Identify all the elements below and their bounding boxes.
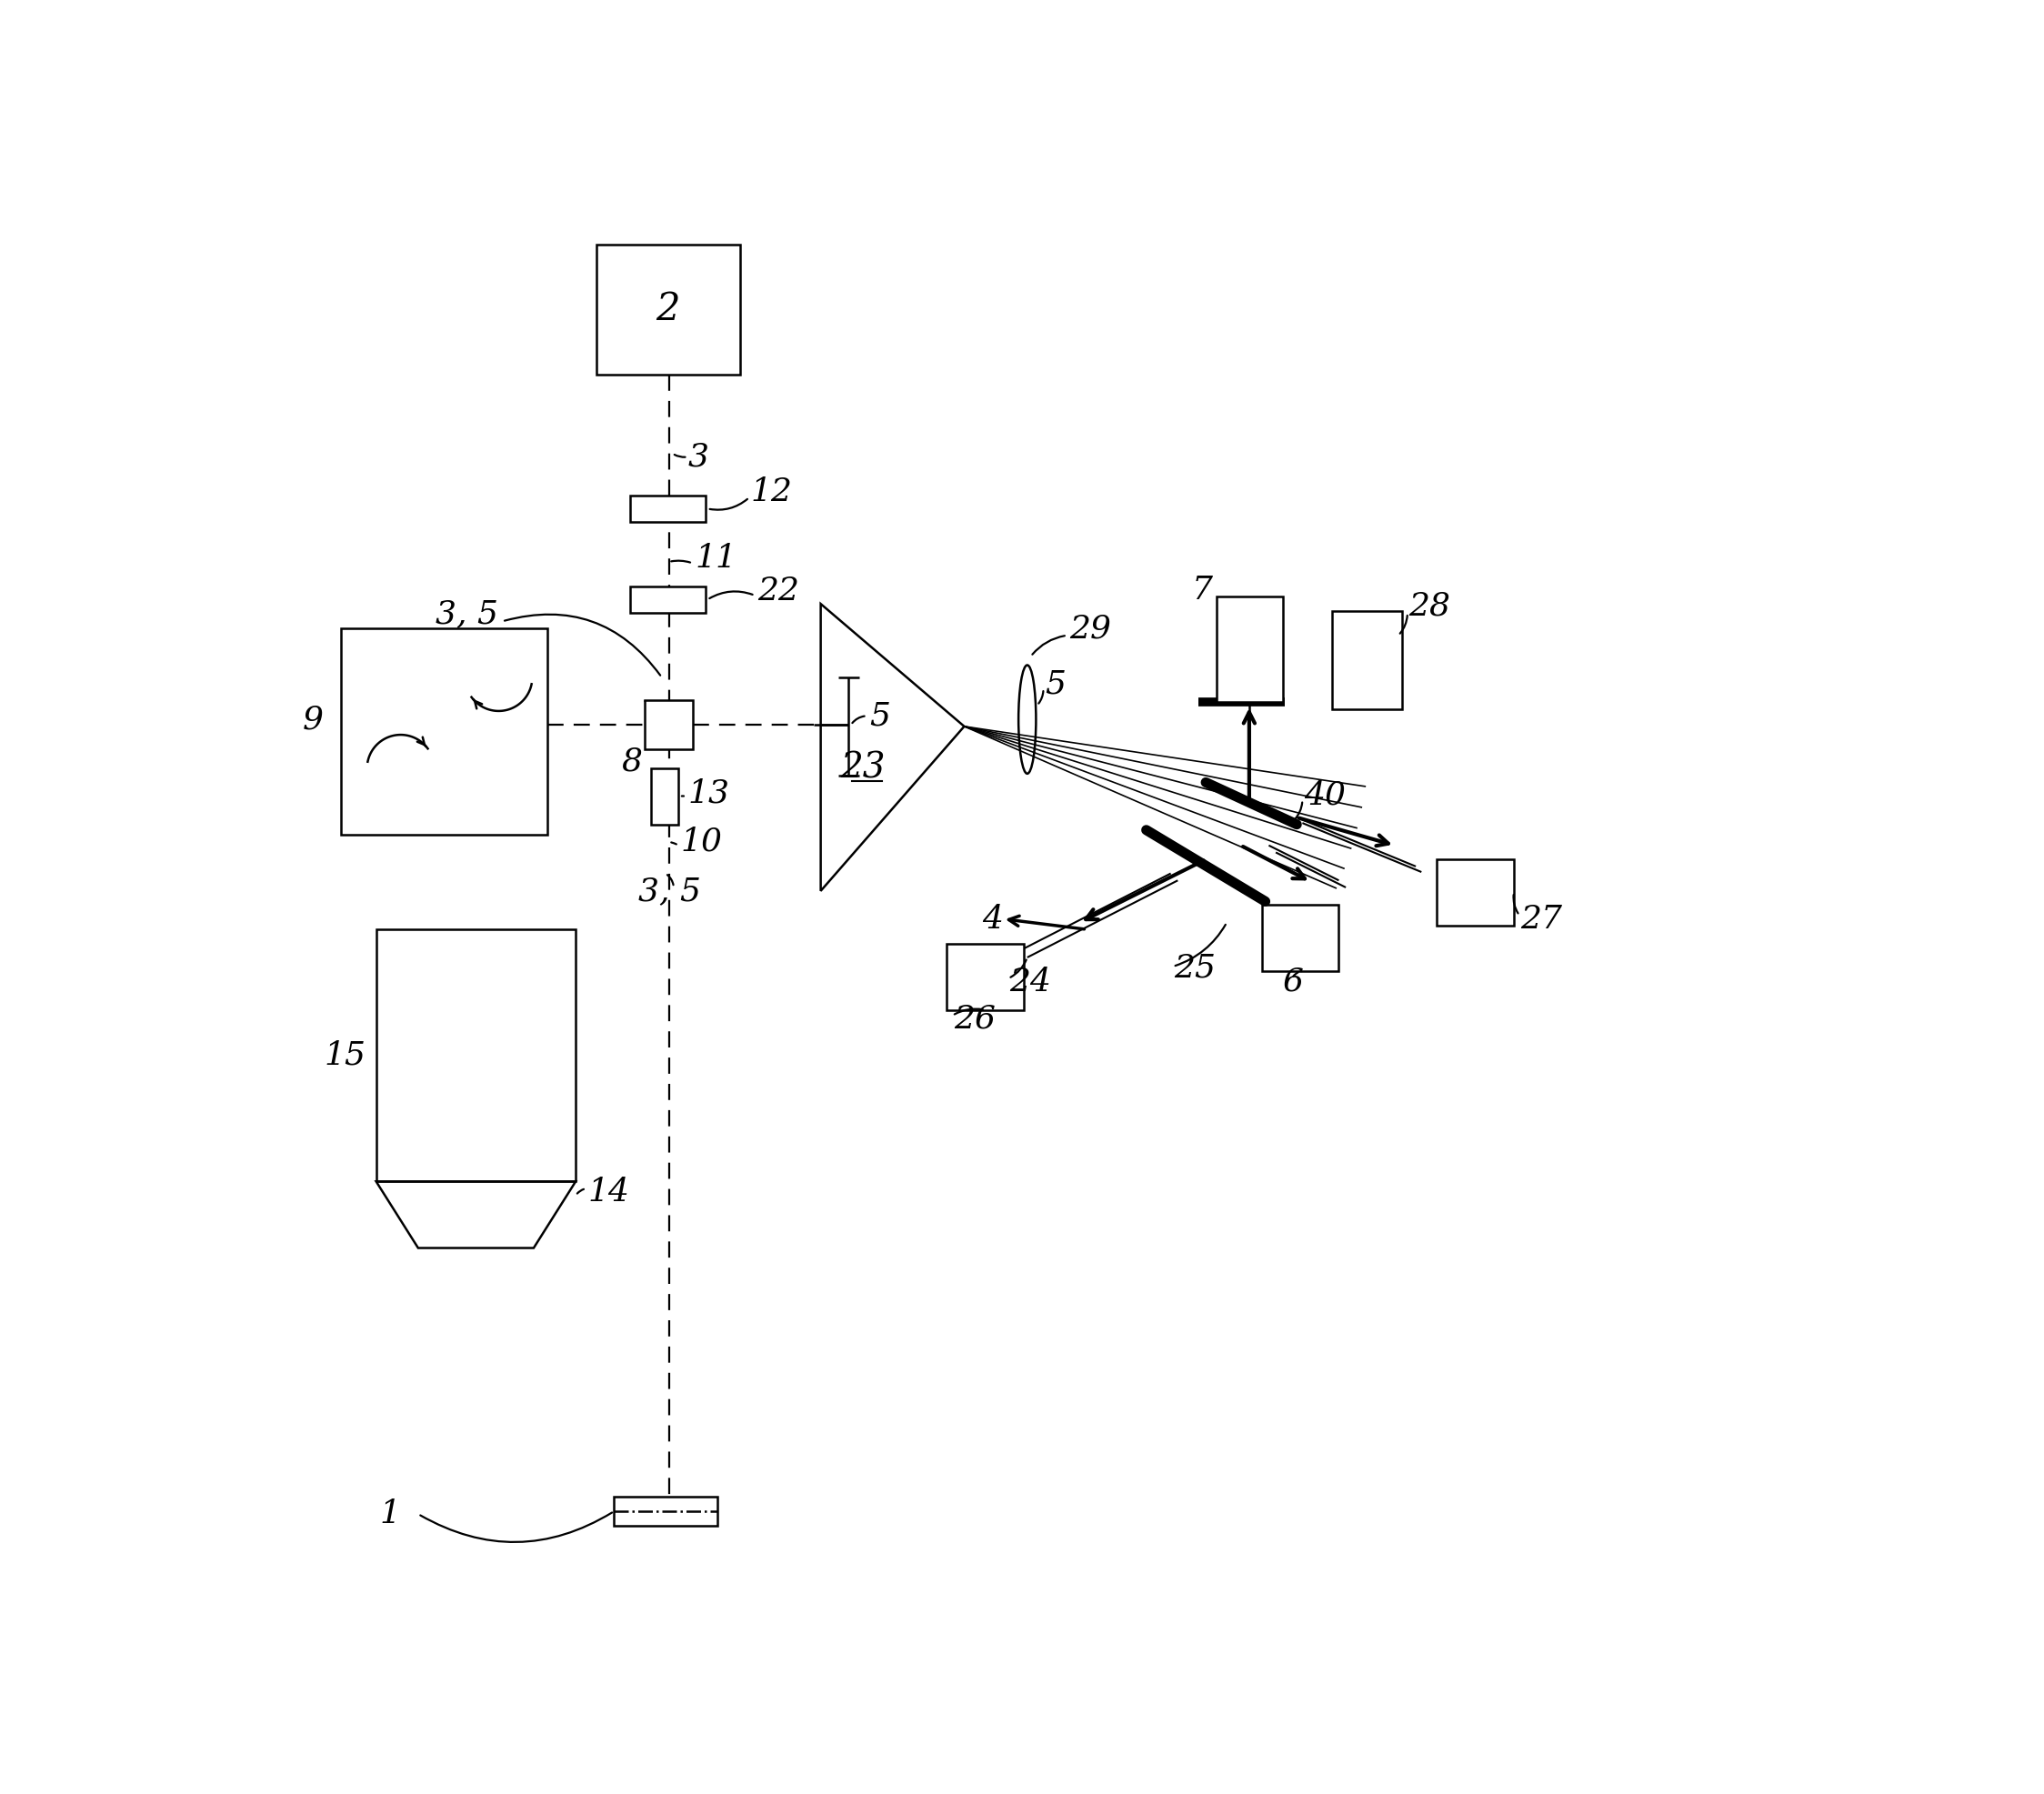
Text: 14: 14 bbox=[589, 1177, 630, 1207]
Text: 5: 5 bbox=[1044, 669, 1065, 700]
Bar bbox=[1437, 859, 1515, 926]
Bar bbox=[652, 768, 679, 825]
Bar bbox=[613, 1496, 717, 1527]
Text: 40: 40 bbox=[1304, 780, 1345, 811]
Text: 10: 10 bbox=[681, 827, 722, 858]
Text: 28: 28 bbox=[1408, 590, 1451, 621]
Bar bbox=[341, 628, 548, 834]
Text: 11: 11 bbox=[695, 544, 736, 574]
Text: 1: 1 bbox=[380, 1498, 401, 1530]
Bar bbox=[1261, 904, 1339, 971]
Text: 26: 26 bbox=[955, 1003, 995, 1035]
Bar bbox=[630, 495, 705, 522]
Text: 6: 6 bbox=[1284, 967, 1304, 997]
Text: 3: 3 bbox=[687, 441, 709, 472]
Text: 22: 22 bbox=[758, 576, 799, 606]
Bar bbox=[946, 944, 1024, 1010]
Bar bbox=[1216, 597, 1284, 701]
Text: 3, 5: 3, 5 bbox=[638, 875, 701, 906]
Text: 9: 9 bbox=[303, 703, 323, 736]
Text: 25: 25 bbox=[1173, 953, 1216, 983]
Text: 29: 29 bbox=[1069, 614, 1112, 644]
Bar bbox=[376, 929, 576, 1182]
Text: 15: 15 bbox=[323, 1041, 366, 1071]
Text: 4: 4 bbox=[981, 904, 1004, 935]
Bar bbox=[597, 244, 740, 375]
Text: 3, 5: 3, 5 bbox=[435, 599, 499, 630]
Text: 7: 7 bbox=[1192, 574, 1212, 605]
Text: 27: 27 bbox=[1521, 904, 1564, 935]
Text: 24: 24 bbox=[1010, 967, 1051, 997]
Text: 23: 23 bbox=[840, 752, 885, 786]
Text: 2: 2 bbox=[656, 291, 681, 328]
Bar bbox=[1333, 612, 1402, 709]
Text: 13: 13 bbox=[687, 777, 730, 809]
Text: 8: 8 bbox=[621, 746, 642, 777]
Bar bbox=[630, 587, 705, 614]
Bar bbox=[644, 700, 693, 750]
Text: 12: 12 bbox=[750, 477, 793, 508]
Text: 5: 5 bbox=[869, 700, 891, 732]
